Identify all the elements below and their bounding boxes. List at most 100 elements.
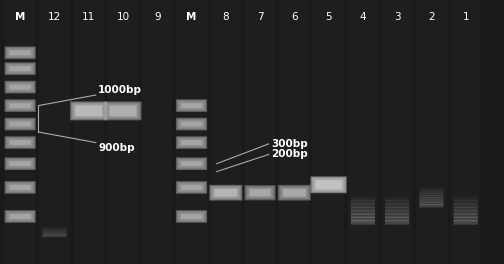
FancyBboxPatch shape: [177, 211, 206, 222]
Text: 9: 9: [154, 12, 161, 22]
FancyBboxPatch shape: [176, 210, 207, 223]
Text: 11: 11: [82, 12, 95, 22]
FancyBboxPatch shape: [247, 187, 273, 198]
FancyBboxPatch shape: [10, 103, 31, 108]
Bar: [39, 0, 70, 264]
FancyBboxPatch shape: [351, 207, 375, 211]
Bar: [313, 0, 344, 264]
FancyBboxPatch shape: [454, 200, 478, 205]
FancyBboxPatch shape: [75, 105, 102, 116]
FancyBboxPatch shape: [178, 101, 205, 110]
FancyBboxPatch shape: [176, 136, 207, 149]
FancyBboxPatch shape: [42, 230, 67, 233]
Text: 7: 7: [257, 12, 264, 22]
FancyBboxPatch shape: [8, 83, 33, 91]
Bar: [279, 0, 309, 264]
FancyBboxPatch shape: [213, 188, 238, 197]
FancyBboxPatch shape: [180, 121, 203, 127]
FancyBboxPatch shape: [176, 118, 207, 130]
FancyBboxPatch shape: [454, 216, 478, 221]
FancyBboxPatch shape: [10, 161, 31, 166]
FancyBboxPatch shape: [42, 233, 67, 235]
FancyBboxPatch shape: [178, 212, 205, 221]
FancyBboxPatch shape: [351, 197, 375, 202]
Text: 300bp: 300bp: [271, 139, 308, 149]
FancyBboxPatch shape: [9, 161, 32, 167]
FancyBboxPatch shape: [280, 186, 309, 199]
FancyBboxPatch shape: [454, 203, 478, 208]
Bar: [416, 0, 447, 264]
FancyBboxPatch shape: [7, 119, 34, 129]
Text: 1000bp: 1000bp: [98, 85, 142, 95]
FancyBboxPatch shape: [7, 101, 34, 110]
FancyBboxPatch shape: [278, 185, 311, 201]
FancyBboxPatch shape: [6, 119, 35, 130]
FancyBboxPatch shape: [6, 137, 35, 148]
FancyBboxPatch shape: [178, 183, 205, 192]
FancyBboxPatch shape: [9, 102, 32, 109]
FancyBboxPatch shape: [6, 100, 35, 111]
FancyBboxPatch shape: [107, 104, 139, 118]
FancyBboxPatch shape: [245, 186, 275, 200]
FancyBboxPatch shape: [6, 47, 35, 58]
FancyBboxPatch shape: [385, 216, 409, 221]
FancyBboxPatch shape: [419, 195, 444, 198]
FancyBboxPatch shape: [5, 210, 36, 223]
FancyBboxPatch shape: [5, 81, 36, 93]
FancyBboxPatch shape: [385, 200, 409, 205]
FancyBboxPatch shape: [351, 210, 375, 215]
FancyBboxPatch shape: [385, 203, 409, 208]
FancyBboxPatch shape: [178, 138, 205, 147]
FancyBboxPatch shape: [72, 103, 105, 119]
FancyBboxPatch shape: [419, 199, 444, 203]
Bar: [451, 0, 481, 264]
FancyBboxPatch shape: [316, 180, 342, 189]
FancyBboxPatch shape: [385, 207, 409, 211]
FancyBboxPatch shape: [385, 213, 409, 218]
FancyBboxPatch shape: [454, 213, 478, 218]
FancyBboxPatch shape: [10, 140, 31, 145]
FancyBboxPatch shape: [385, 197, 409, 202]
FancyBboxPatch shape: [108, 105, 138, 117]
Bar: [211, 0, 241, 264]
FancyBboxPatch shape: [177, 119, 206, 130]
FancyBboxPatch shape: [385, 220, 409, 225]
FancyBboxPatch shape: [6, 182, 35, 193]
Text: 10: 10: [116, 12, 130, 22]
FancyBboxPatch shape: [181, 140, 202, 145]
FancyBboxPatch shape: [104, 101, 142, 120]
FancyBboxPatch shape: [8, 160, 33, 168]
FancyBboxPatch shape: [8, 49, 33, 57]
FancyBboxPatch shape: [181, 103, 202, 108]
FancyBboxPatch shape: [8, 213, 33, 220]
FancyBboxPatch shape: [209, 185, 242, 201]
FancyBboxPatch shape: [5, 118, 36, 130]
FancyBboxPatch shape: [9, 121, 32, 127]
FancyBboxPatch shape: [6, 63, 35, 74]
FancyBboxPatch shape: [73, 104, 104, 118]
FancyBboxPatch shape: [176, 157, 207, 170]
Text: 200bp: 200bp: [271, 149, 308, 159]
FancyBboxPatch shape: [6, 211, 35, 222]
FancyBboxPatch shape: [181, 185, 202, 190]
FancyBboxPatch shape: [176, 99, 207, 112]
FancyBboxPatch shape: [419, 204, 444, 208]
FancyBboxPatch shape: [454, 197, 478, 202]
FancyBboxPatch shape: [10, 122, 31, 126]
FancyBboxPatch shape: [42, 232, 67, 234]
FancyBboxPatch shape: [313, 179, 344, 191]
Bar: [348, 0, 378, 264]
FancyBboxPatch shape: [314, 180, 343, 190]
Bar: [382, 0, 412, 264]
FancyBboxPatch shape: [311, 177, 346, 192]
FancyBboxPatch shape: [9, 65, 32, 72]
FancyBboxPatch shape: [179, 160, 204, 168]
Text: 6: 6: [291, 12, 298, 22]
FancyBboxPatch shape: [454, 210, 478, 215]
FancyBboxPatch shape: [211, 186, 240, 199]
FancyBboxPatch shape: [178, 159, 205, 168]
FancyBboxPatch shape: [177, 100, 206, 111]
Text: M: M: [186, 12, 197, 22]
FancyBboxPatch shape: [10, 66, 31, 71]
FancyBboxPatch shape: [9, 84, 32, 90]
